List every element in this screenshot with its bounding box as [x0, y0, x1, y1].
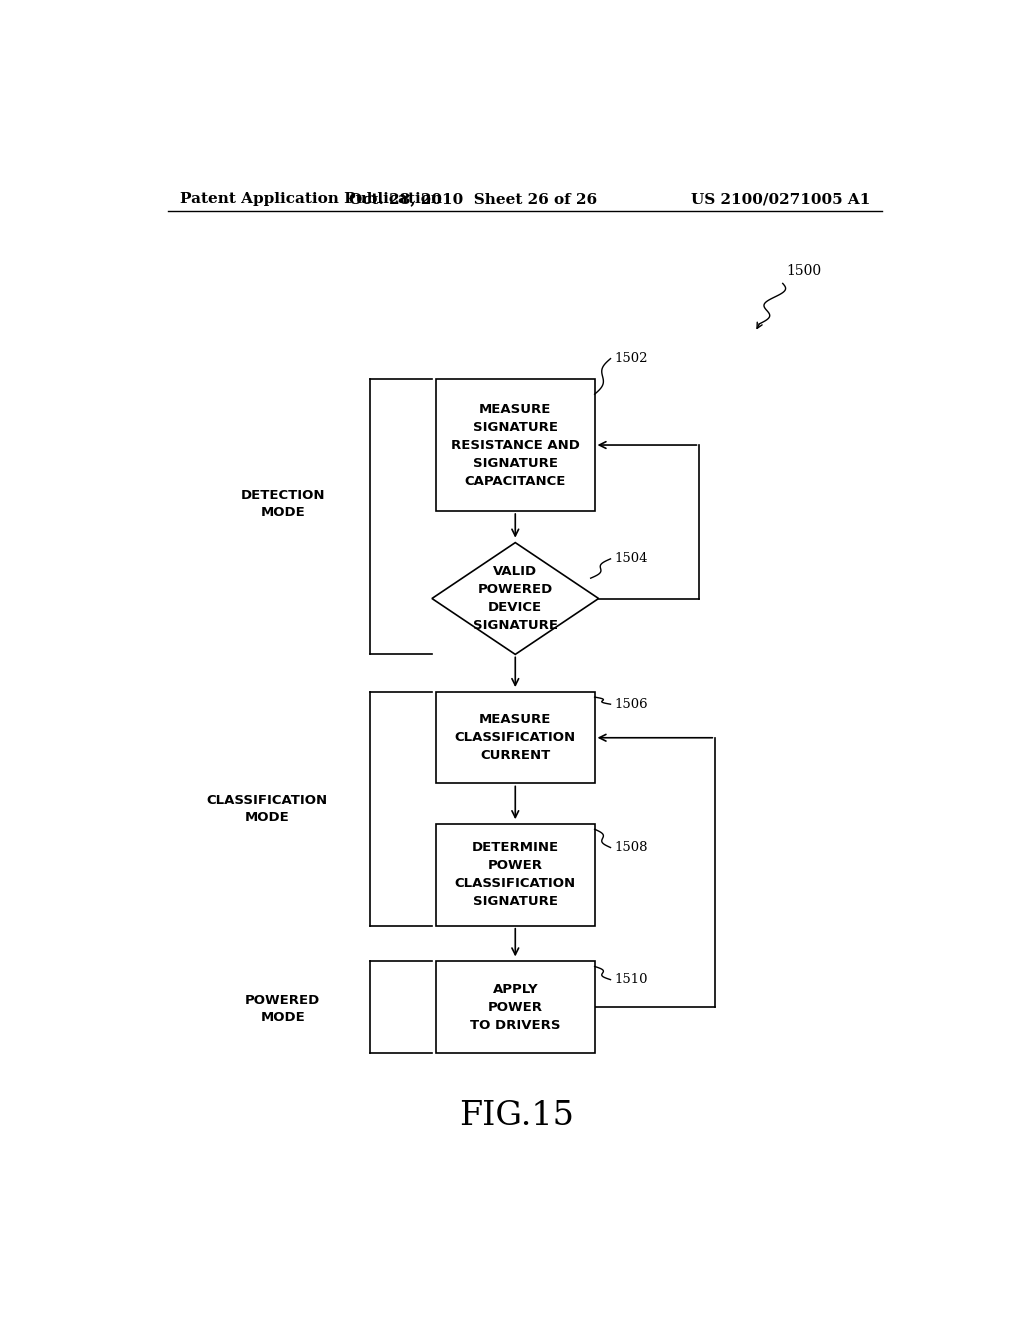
Text: Patent Application Publication: Patent Application Publication: [179, 193, 441, 206]
Text: 1500: 1500: [786, 264, 822, 279]
Text: POWERED
MODE: POWERED MODE: [245, 994, 321, 1024]
Text: DETECTION
MODE: DETECTION MODE: [241, 488, 325, 519]
Text: 1508: 1508: [614, 841, 648, 854]
Text: DETERMINE
POWER
CLASSIFICATION
SIGNATURE: DETERMINE POWER CLASSIFICATION SIGNATURE: [455, 841, 575, 908]
Text: 1506: 1506: [614, 698, 648, 710]
Text: CLASSIFICATION
MODE: CLASSIFICATION MODE: [206, 793, 328, 824]
Text: US 2100/0271005 A1: US 2100/0271005 A1: [690, 193, 870, 206]
Text: Oct. 28, 2010  Sheet 26 of 26: Oct. 28, 2010 Sheet 26 of 26: [349, 193, 597, 206]
Text: APPLY
POWER
TO DRIVERS: APPLY POWER TO DRIVERS: [470, 982, 560, 1032]
Text: FIG.15: FIG.15: [460, 1100, 574, 1131]
Bar: [436, 692, 595, 784]
Text: VALID
POWERED
DEVICE
SIGNATURE: VALID POWERED DEVICE SIGNATURE: [473, 565, 558, 632]
Text: 1510: 1510: [614, 973, 648, 986]
Polygon shape: [432, 543, 599, 655]
Bar: [436, 961, 595, 1053]
Text: MEASURE
SIGNATURE
RESISTANCE AND
SIGNATURE
CAPACITANCE: MEASURE SIGNATURE RESISTANCE AND SIGNATU…: [451, 403, 580, 487]
Bar: [436, 379, 595, 511]
Text: 1502: 1502: [614, 352, 648, 366]
Text: MEASURE
CLASSIFICATION
CURRENT: MEASURE CLASSIFICATION CURRENT: [455, 713, 575, 762]
Text: 1504: 1504: [614, 552, 648, 565]
Bar: [436, 824, 595, 925]
